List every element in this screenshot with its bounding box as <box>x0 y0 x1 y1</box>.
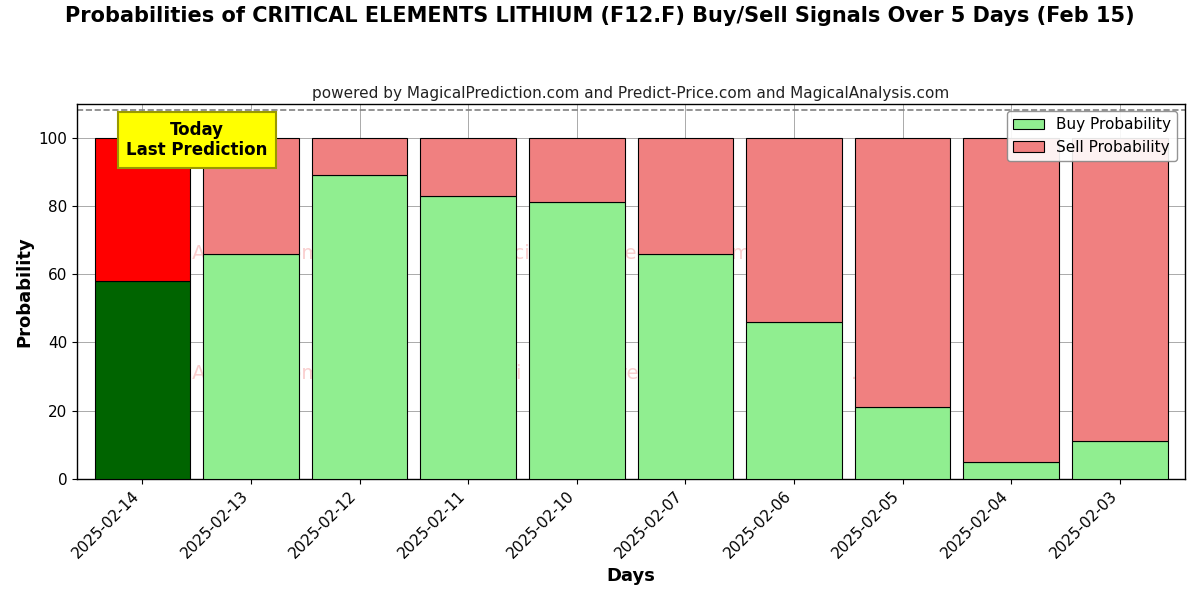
Text: .com: .com <box>851 364 899 383</box>
Bar <box>854 407 950 479</box>
Bar <box>1072 137 1168 441</box>
Legend: Buy Probability, Sell Probability: Buy Probability, Sell Probability <box>1007 111 1177 161</box>
Text: Magici: Magici <box>467 244 529 263</box>
Bar <box>854 137 950 407</box>
Text: Magi: Magi <box>475 364 521 383</box>
Bar <box>529 137 624 202</box>
Bar <box>203 137 299 254</box>
Bar <box>529 202 624 479</box>
Bar <box>95 137 190 281</box>
Bar <box>312 137 407 175</box>
X-axis label: Days: Days <box>607 567 655 585</box>
Bar <box>746 137 841 322</box>
Text: calAnalysis.com: calAnalysis.com <box>166 364 322 383</box>
Bar <box>312 175 407 479</box>
Bar <box>637 137 733 254</box>
Bar <box>964 462 1060 479</box>
Text: lPrediction: lPrediction <box>602 364 704 383</box>
Bar <box>95 281 190 479</box>
Bar <box>420 196 516 479</box>
Bar <box>746 322 841 479</box>
Bar <box>203 254 299 479</box>
Text: calAnalysis.com: calAnalysis.com <box>166 244 322 263</box>
Text: Probabilities of CRITICAL ELEMENTS LITHIUM (F12.F) Buy/Sell Signals Over 5 Days : Probabilities of CRITICAL ELEMENTS LITHI… <box>65 6 1135 26</box>
Text: lPrediction.com: lPrediction.com <box>600 244 750 263</box>
Bar <box>964 137 1060 462</box>
Bar <box>637 254 733 479</box>
Title: powered by MagicalPrediction.com and Predict-Price.com and MagicalAnalysis.com: powered by MagicalPrediction.com and Pre… <box>312 86 949 101</box>
Bar <box>1072 441 1168 479</box>
Text: Today
Last Prediction: Today Last Prediction <box>126 121 268 160</box>
Bar <box>420 137 516 196</box>
Y-axis label: Probability: Probability <box>14 236 32 347</box>
